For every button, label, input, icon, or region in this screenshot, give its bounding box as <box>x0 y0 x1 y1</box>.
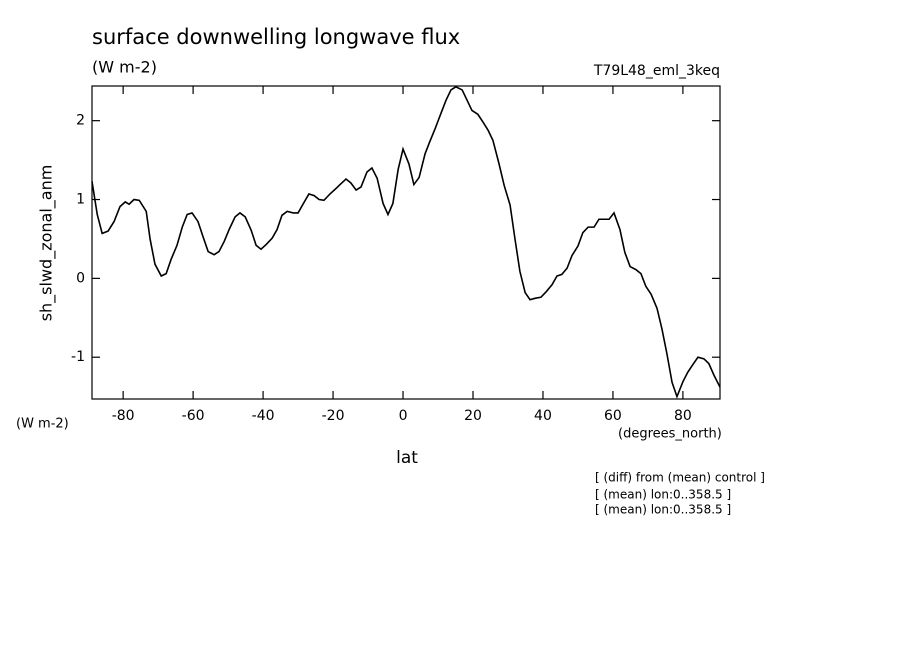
note: [ (mean) lon:0..358.5 ] <box>595 503 731 517</box>
x-tick-label: -60 <box>182 408 205 424</box>
dataset-label: T79L48_eml_3keq <box>593 63 720 79</box>
note: [ (diff) from (mean) control ] <box>595 471 765 485</box>
x-axis-label: lat <box>396 448 418 468</box>
x-tick-label: -40 <box>252 408 275 424</box>
x-tick-label: 60 <box>604 408 622 424</box>
plot-frame <box>91 85 721 400</box>
y-units: (W m-2) <box>16 417 69 432</box>
x-tick-label: 0 <box>399 408 408 424</box>
x-tick-label: -20 <box>322 408 345 424</box>
y-tick-label: -1 <box>71 349 85 365</box>
note: [ (mean) lon:0..358.5 ] <box>595 488 731 502</box>
subtitle: (W m-2) <box>92 58 157 77</box>
x-units: (degrees_north) <box>618 427 722 442</box>
y-tick-label: 2 <box>76 113 85 129</box>
x-tick-label: 40 <box>534 408 552 424</box>
x-tick-label: -80 <box>112 408 135 424</box>
data-line <box>91 85 721 399</box>
y-tick-label: 1 <box>76 192 85 208</box>
y-axis-label: sh_slwd_zonal_anm <box>37 165 57 322</box>
chart-title: surface downwelling longwave flux <box>92 25 460 49</box>
y-tick-label: 0 <box>76 270 85 286</box>
x-tick-label: 80 <box>674 408 692 424</box>
x-tick-label: 20 <box>464 408 482 424</box>
